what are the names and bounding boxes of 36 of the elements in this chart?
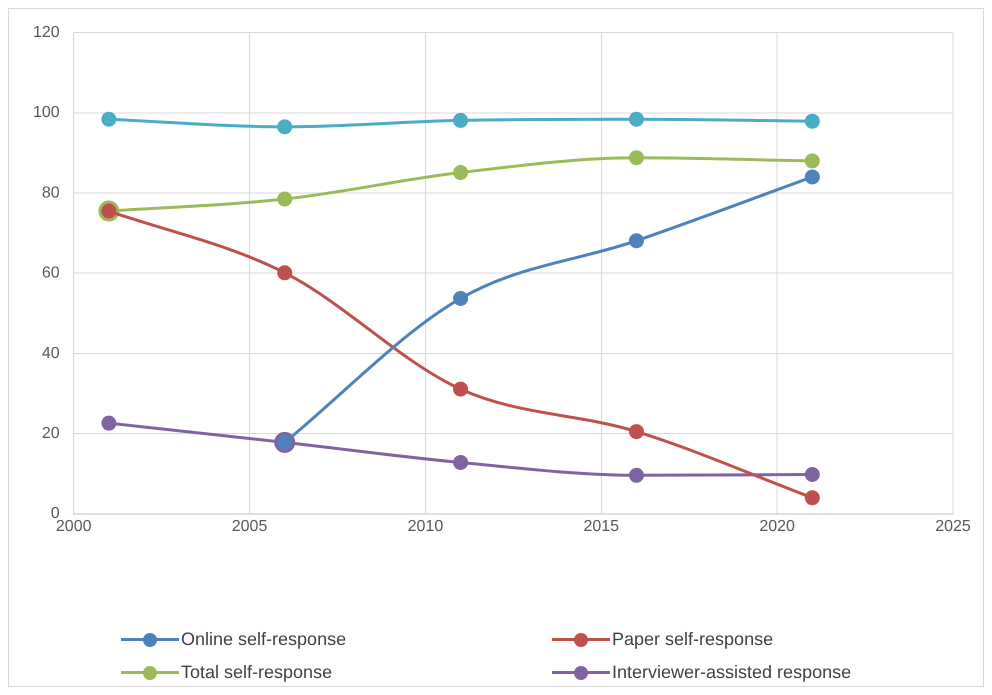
point bbox=[804, 169, 820, 184]
point bbox=[453, 454, 468, 470]
point bbox=[277, 119, 292, 134]
point bbox=[453, 112, 468, 128]
point bbox=[628, 112, 644, 127]
legend-label: Online self-response bbox=[181, 629, 346, 650]
point bbox=[804, 153, 820, 168]
point bbox=[277, 265, 292, 280]
point bbox=[804, 490, 820, 506]
x-tick-label: 2005 bbox=[232, 518, 268, 535]
point bbox=[453, 382, 468, 397]
point bbox=[277, 192, 292, 207]
x-tick-label: 2015 bbox=[583, 518, 620, 535]
x-tick-label: 2010 bbox=[408, 518, 444, 535]
point bbox=[453, 290, 468, 306]
point bbox=[628, 468, 644, 483]
y-tick-label: 120 bbox=[32, 24, 60, 42]
legend-label: Total self-response bbox=[181, 662, 332, 683]
y-tick-label: 20 bbox=[42, 425, 60, 442]
point bbox=[628, 424, 644, 440]
legend-label: Paper self-response bbox=[612, 629, 774, 650]
y-tick-label: 60 bbox=[42, 264, 60, 282]
point bbox=[804, 114, 820, 129]
point bbox=[628, 233, 644, 248]
y-tick-label: 40 bbox=[42, 344, 60, 362]
point bbox=[101, 416, 116, 431]
point bbox=[101, 112, 116, 127]
x-tick-label: 2025 bbox=[935, 518, 971, 535]
x-tick-label: 2020 bbox=[759, 518, 796, 535]
point bbox=[453, 165, 468, 180]
point bbox=[628, 150, 644, 166]
y-tick-label: 100 bbox=[32, 104, 60, 122]
x-tick-label: 2000 bbox=[56, 518, 92, 535]
point bbox=[804, 467, 820, 482]
y-tick-label: 80 bbox=[42, 184, 60, 202]
legend-label: Interviewer-assisted response bbox=[612, 662, 852, 683]
